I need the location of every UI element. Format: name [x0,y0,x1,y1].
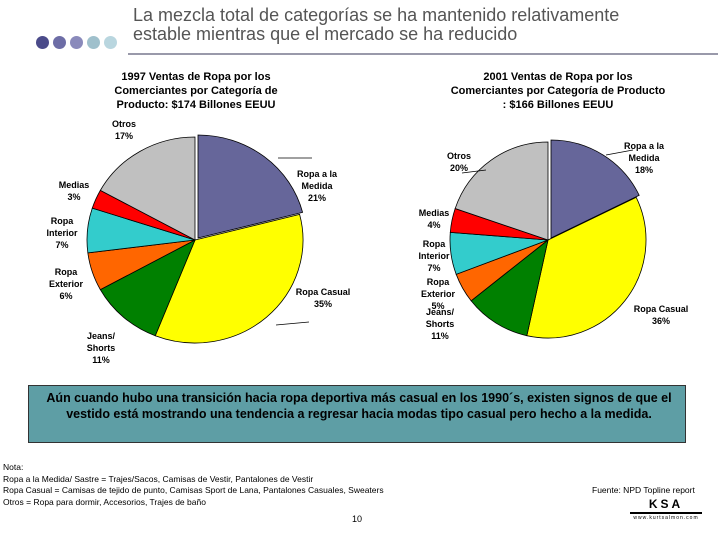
ksa-logo: KSA www.kurtsalmon.com [622,498,710,522]
leader-lines [275,149,634,326]
label-1997-interior: Ropa Interior 7% [46,216,78,250]
page-title: La mezcla total de categorías se ha mant… [133,6,713,44]
label-1997-casual: Ropa Casual 35% [295,287,351,309]
summary-callout-box [28,385,686,443]
header-dot [53,36,66,49]
pie-slice-2001-casual [526,196,647,339]
footnote-line: Ropa a la Medida/ Sastre = Trajes/Sacos,… [3,473,314,484]
chart1-title-line: Producto: $174 Billones EEUU [116,99,276,111]
header-dot [87,36,100,49]
page-title-line1: La mezcla total de categorías se ha mant… [133,5,620,25]
label-2001-jeans: Jeans/Shorts 11% [425,307,455,341]
chart2-title: 2001 Ventas de Ropa por los Comerciantes… [418,70,698,112]
label-1997-exterior: Ropa Exterior 6% [48,267,83,301]
pie-slice-1997-jeans [99,239,196,337]
pie-slice-1997-otros [99,136,196,241]
label-2001-interior: Ropa Interior 7% [418,239,450,273]
leader-line [275,321,310,326]
header-dot [104,36,117,49]
pie-slice-2001-otros [454,141,549,241]
leader-line [605,149,634,156]
header-dot [36,36,49,49]
chart2-title-line: Comerciantes por Categoría de Producto [450,85,666,97]
pie-slice-2001-medida [550,139,640,239]
chart1-title: 1997 Ventas de Ropa por los Comerciantes… [68,70,324,112]
chart2-title-line: 2001 Ventas de Ropa por los [483,71,633,83]
label-2001-exterior: Ropa Exterior 5% [420,277,455,311]
page-title-line2: estable mientras que el mercado se ha re… [133,24,518,44]
pie-slice-2001-jeans [470,238,549,337]
label-1997-medias: Medias 3% [58,180,90,202]
label-2001-medida: Ropa a la Medida 18% [623,141,664,175]
label-2001-otros: Otros 20% [446,151,471,173]
pie-slice-1997-casual [154,213,304,344]
footnote: Nota: Ropa a la Medida/ Sastre = Trajes/… [3,462,523,508]
footnote-line: Ropa Casual = Camisas de tejido de punto… [3,485,384,495]
chart1-title-line: 1997 Ventas de Ropa por los [121,71,271,83]
label-2001-medias: Medias 4% [418,208,450,230]
label-1997-otros: Otros 17% [111,119,136,141]
page-number: 10 [352,514,363,524]
chart1-title-line: Comerciantes por Categoría de [114,85,278,97]
label-2001-casual: Ropa Casual 36% [633,304,689,326]
logo-text: KSA [648,497,684,511]
leader-line [461,169,487,174]
pie-chart-1997 [86,134,304,344]
header-dot [70,36,83,49]
label-1997-medida: Ropa a la Medida 21% [296,169,337,203]
chart2-title-line: : $166 Billones EEUU [502,99,614,111]
footnote-line: Nota: [3,462,24,472]
pie-slice-1997-medida [197,134,304,239]
label-1997-jeans: Jeans/Shorts 11% [86,331,116,365]
summary-callout-text: Aún cuando hubo una transición hacia rop… [46,391,672,421]
logo-subtext: www.kurtsalmon.com [633,515,699,521]
pie-chart-2001 [449,139,647,339]
logo-bar [630,512,702,514]
title-divider [128,53,718,55]
source-note: Fuente: NPD Topline report [592,485,695,495]
footnote-line: Otros = Ropa para dormir, Accesorios, Tr… [3,496,206,507]
